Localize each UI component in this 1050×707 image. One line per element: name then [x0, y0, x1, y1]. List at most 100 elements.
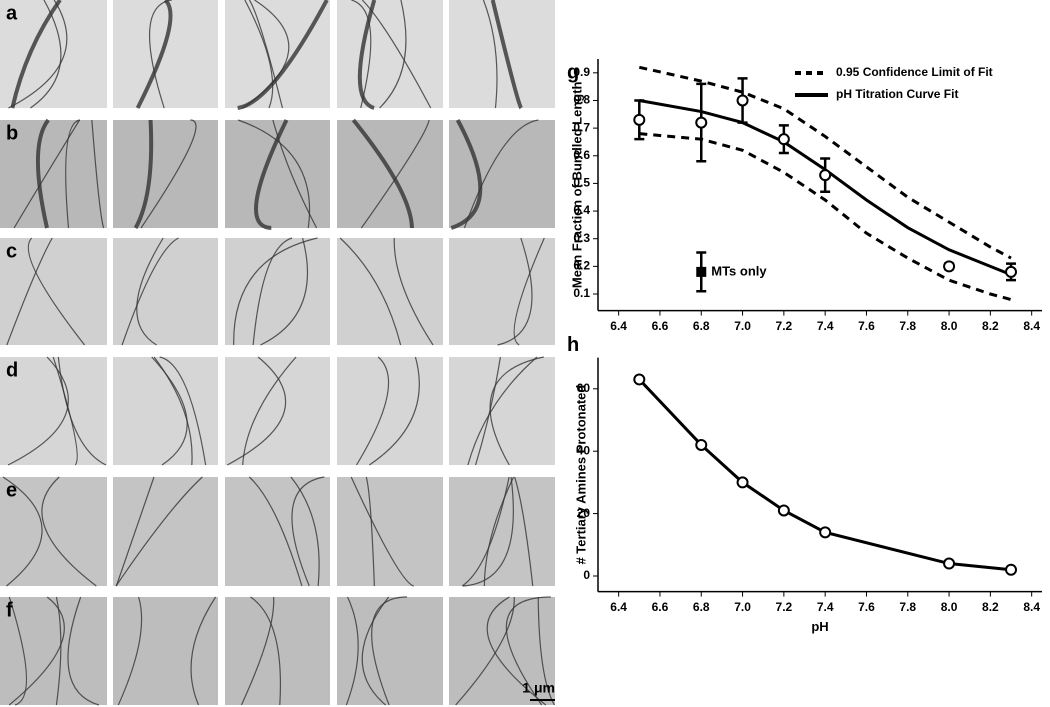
point: [819, 169, 832, 182]
fiber: [486, 596, 547, 706]
scale-bar-label: 1 μm: [522, 680, 555, 696]
fiber: [505, 596, 551, 706]
micrograph: [225, 477, 330, 586]
fit-line: [639, 132, 1012, 301]
fiber: [350, 476, 414, 587]
panel-label: a: [6, 2, 18, 24]
panel-label: e: [6, 479, 17, 501]
y-tick-label: 0.6: [573, 148, 590, 162]
fiber: [351, 0, 372, 109]
fiber: [237, 119, 311, 229]
y-tick-label: 0.2: [573, 259, 590, 273]
x-tick-label: 7.6: [858, 319, 875, 333]
fiber: [345, 596, 359, 706]
fiber: [450, 119, 483, 230]
micrographs: a b c d e f 1 μm: [0, 0, 555, 706]
fiber: [361, 0, 432, 109]
fiber: [10, 0, 62, 109]
fiber: [393, 237, 434, 346]
micrograph: [113, 238, 218, 345]
fiber: [455, 596, 515, 706]
point: [736, 476, 749, 489]
micrograph: [225, 0, 330, 108]
micrograph: [449, 238, 555, 345]
fiber: [244, 0, 274, 109]
point: [1005, 563, 1018, 576]
fiber: [461, 476, 510, 587]
point: [633, 373, 646, 386]
y-tick-label: 0.3: [573, 231, 590, 245]
micrograph: [113, 597, 218, 705]
panel-label: h: [567, 334, 579, 356]
x-tick-label: 6.4: [610, 600, 627, 614]
x-tick-label: 8.0: [941, 600, 958, 614]
fiber: [133, 119, 154, 229]
fiber: [463, 119, 539, 229]
micrograph: [113, 0, 218, 108]
fiber: [537, 596, 555, 706]
panel-label: c: [6, 240, 17, 262]
x-tick-label: 7.2: [776, 319, 793, 333]
micrograph: [337, 238, 443, 345]
fiber: [248, 0, 284, 109]
fiber: [483, 476, 515, 587]
fiber: [497, 237, 533, 346]
y-axis-label: # Tertiary Amines Protonated: [573, 385, 588, 565]
panel-label: f: [6, 599, 13, 621]
micrograph: [337, 0, 443, 108]
fiber: [474, 356, 501, 466]
fiber: [30, 0, 62, 109]
fiber: [462, 476, 514, 587]
fiber: [41, 476, 97, 587]
micrograph: [113, 357, 218, 465]
fiber: [8, 596, 28, 706]
point: [695, 438, 708, 451]
y-tick-label: 0.4: [573, 203, 590, 217]
fiber: [52, 356, 78, 466]
y-tick-label: 0: [583, 568, 590, 582]
charts: 6.4 6.6 6.8 7.0 7.2 7.4 7.6 7.8 8.0 8.2 8.4 0.1 0.2 0…: [567, 59, 1042, 634]
point: [777, 133, 790, 146]
micrograph: [337, 477, 443, 586]
x-tick-label: 8.4: [1023, 319, 1040, 333]
fiber: [121, 237, 179, 346]
micrograph: [449, 0, 555, 108]
micrograph: [0, 477, 107, 586]
micrograph: [113, 477, 218, 586]
x-tick-label: 7.0: [734, 319, 751, 333]
micrograph: [225, 238, 330, 345]
fiber: [339, 237, 402, 346]
fiber: [248, 476, 303, 587]
y-tick-label: 20: [577, 506, 591, 520]
micrograph: [449, 477, 555, 586]
fiber: [140, 119, 197, 229]
x-tick-label: 6.6: [652, 319, 669, 333]
fiber: [8, 596, 65, 706]
fiber: [159, 356, 207, 466]
fiber: [260, 237, 309, 346]
x-tick-label: 7.8: [899, 600, 916, 614]
y-tick-label: 0.8: [573, 93, 590, 107]
point: [819, 526, 832, 539]
fiber: [290, 476, 320, 587]
micrograph: [0, 357, 107, 465]
point: [777, 504, 790, 517]
fiber: [379, 0, 407, 109]
y-tick-label: 0.9: [573, 65, 590, 79]
panel-label: b: [6, 122, 18, 144]
fiber: [35, 118, 50, 229]
fiber: [489, 356, 544, 466]
fiber: [514, 476, 534, 587]
fiber: [151, 356, 188, 466]
micrograph: [337, 357, 443, 465]
x-tick-label: 7.0: [734, 600, 751, 614]
point: [695, 116, 708, 129]
fiber: [117, 596, 143, 706]
fiber: [6, 237, 53, 346]
fiber: [242, 356, 297, 466]
fiber: [490, 0, 523, 110]
point: [736, 94, 749, 107]
x-tick-label: 6.8: [693, 600, 710, 614]
point: [1005, 265, 1018, 278]
fiber: [369, 356, 420, 466]
